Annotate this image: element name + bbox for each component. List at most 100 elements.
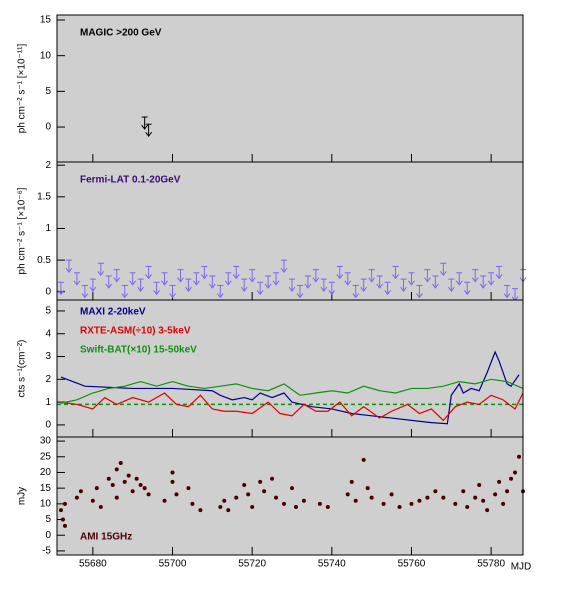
- upper-limit: [73, 272, 81, 286]
- upper-limit: [336, 265, 344, 280]
- upper-limit: [97, 262, 105, 277]
- data-point: [365, 486, 370, 491]
- upper-limit: [264, 275, 272, 289]
- data-point: [517, 454, 522, 459]
- data-point: [353, 498, 358, 503]
- upper-limit: [400, 278, 407, 292]
- upper-limit: [137, 278, 145, 292]
- data-point: [118, 461, 123, 466]
- data-point: [477, 483, 482, 488]
- data-point: [389, 492, 394, 497]
- data-point: [473, 495, 478, 500]
- upper-limit: [463, 281, 471, 296]
- data-point: [509, 476, 514, 481]
- data-point: [114, 467, 119, 472]
- y-tick-label: 1: [45, 397, 51, 408]
- x-tick-label: 55760: [398, 559, 426, 570]
- upper-limit: [360, 278, 368, 292]
- data-point: [317, 501, 322, 506]
- upper-limit: [503, 284, 511, 299]
- y-tick-label: 15: [40, 15, 52, 26]
- y-tick-label: 0: [45, 530, 51, 541]
- data-point: [453, 501, 458, 506]
- upper-limit: [185, 278, 192, 292]
- data-point: [134, 476, 139, 481]
- upper-limit: [200, 265, 208, 280]
- y-tick-label: 1.5: [37, 191, 51, 202]
- upper-limit: [368, 269, 376, 283]
- series-line: [60, 378, 524, 404]
- data-point: [274, 495, 279, 500]
- y-tick-label: 5: [45, 306, 51, 317]
- y-tick-label: 2: [45, 374, 51, 385]
- upper-limit: [280, 259, 288, 273]
- data-point: [234, 495, 239, 500]
- plot-frame: [56, 436, 524, 556]
- data-point: [441, 495, 446, 500]
- plot-area: [57, 437, 523, 555]
- data-point: [242, 483, 247, 488]
- upper-limit: [177, 269, 184, 283]
- upper-limit: [232, 265, 240, 280]
- upper-limit: [65, 259, 73, 273]
- y-axis-label: ph cm⁻² s⁻¹ [×10⁻⁶]: [17, 187, 28, 274]
- upper-limit: [224, 272, 232, 286]
- data-point: [301, 498, 306, 503]
- x-tick-label: 55700: [159, 559, 187, 570]
- data-point: [78, 489, 83, 494]
- upper-limit: [416, 284, 423, 299]
- data-point: [250, 504, 255, 509]
- upper-limit: [272, 272, 280, 286]
- panel-title: AMI 15GHz: [80, 532, 132, 543]
- data-point: [425, 495, 430, 500]
- y-tick-label: 4: [45, 328, 51, 339]
- upper-limit: [392, 265, 399, 280]
- y-tick-label: 0: [45, 286, 51, 297]
- upper-limit: [169, 284, 176, 299]
- y-tick-label: 5: [45, 514, 51, 525]
- panel-title: Fermi-LAT 0.1-20GeV: [80, 175, 181, 186]
- upper-limit: [487, 272, 495, 286]
- data-point: [262, 489, 267, 494]
- data-point: [122, 479, 127, 484]
- data-point: [369, 495, 374, 500]
- upper-limit: [328, 281, 336, 296]
- legend-entry: MAXI 2-20keV: [80, 307, 146, 318]
- y-tick-label: 15: [40, 483, 52, 494]
- data-point: [226, 508, 231, 513]
- x-tick-label: 55720: [238, 559, 266, 570]
- data-point: [60, 517, 65, 522]
- upper-limit: [216, 284, 224, 299]
- upper-limit: [145, 123, 153, 138]
- upper-limit: [320, 278, 328, 292]
- panel-title: MAGIC >200 GeV: [80, 28, 162, 39]
- data-point: [409, 501, 414, 506]
- data-point: [513, 470, 518, 475]
- upper-limit: [495, 265, 503, 280]
- data-point: [433, 489, 438, 494]
- y-tick-label: 3: [45, 351, 51, 362]
- upper-limit: [344, 272, 352, 286]
- data-point: [397, 504, 402, 509]
- y-tick-label: 0.5: [37, 255, 51, 266]
- upper-limit: [161, 272, 168, 286]
- upper-limit: [431, 275, 439, 289]
- data-point: [293, 504, 298, 509]
- y-axis-label: ph cm⁻² s⁻¹ [×10⁻¹¹]: [17, 44, 28, 134]
- data-point: [130, 489, 135, 494]
- data-point: [190, 501, 195, 506]
- data-point: [62, 523, 67, 528]
- y-axis-label: cts s⁻¹(cm⁻²): [17, 340, 28, 398]
- data-point: [138, 483, 143, 488]
- data-point: [282, 501, 287, 506]
- data-point: [349, 479, 354, 484]
- data-point: [94, 486, 99, 491]
- data-point: [146, 492, 151, 497]
- data-point: [186, 486, 191, 491]
- data-point: [170, 470, 175, 475]
- upper-limit: [376, 275, 384, 289]
- upper-limit: [57, 281, 65, 296]
- data-point: [289, 486, 294, 491]
- data-point: [246, 492, 251, 497]
